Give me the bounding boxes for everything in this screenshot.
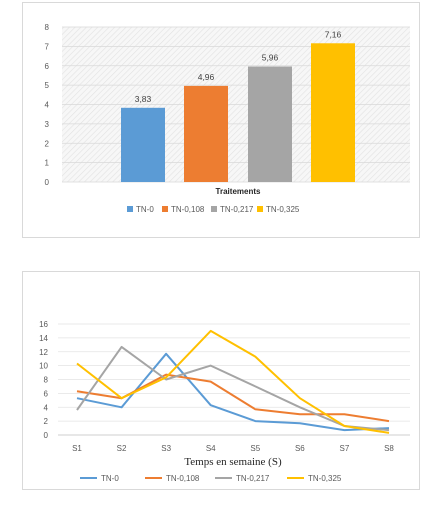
legend-swatch: [162, 206, 168, 212]
data-label: 4,96: [198, 72, 215, 82]
y-tick-label: 16: [39, 320, 48, 329]
y-tick-label: 2: [45, 139, 50, 148]
bar-chart: 0 1 2 3 4 5 6 7 8 3,83 4,96 5,96 7,16 Traitements TN-0…: [45, 23, 410, 214]
bar: [311, 43, 355, 183]
y-tick-label: 14: [39, 334, 48, 343]
x-tick-label: S3: [161, 444, 171, 453]
y-tick-label: 8: [45, 23, 50, 32]
series-line: [76, 345, 390, 432]
x-axis-title: Temps en semaine (S): [184, 456, 282, 468]
y-tick-label: 1: [45, 159, 50, 168]
line-chart-panel: [22, 271, 420, 490]
x-tick-label: S7: [340, 444, 350, 453]
legend-label: TN-0,217: [236, 474, 270, 483]
legend-swatch: [257, 206, 263, 212]
data-label: 7,16: [325, 29, 342, 39]
y-tick-label: 4: [44, 403, 49, 412]
legend-label: TN-0,217: [220, 205, 254, 214]
y-tick-label: 12: [39, 348, 48, 357]
y-tick-label: 6: [45, 62, 50, 71]
x-tick-label: S8: [384, 444, 394, 453]
y-tick-label: 5: [45, 81, 50, 90]
y-tick-label: 10: [39, 362, 48, 371]
y-tick-label: 6: [44, 389, 49, 398]
data-label: 3,83: [135, 94, 152, 104]
y-tick-label: 7: [45, 42, 50, 51]
x-axis-title: Traitements: [216, 187, 261, 196]
series-line: [76, 329, 390, 434]
x-tick-label: S4: [206, 444, 216, 453]
line-chart: 0 2 4 6 8 10 12 14 16 S1 S2 S3 S4 S5 S6 S7 S8 Temps en se…: [39, 320, 410, 483]
data-label: 5,96: [262, 53, 279, 63]
y-tick-label: 2: [44, 417, 49, 426]
bar: [121, 107, 165, 182]
bar: [248, 66, 292, 182]
y-tick-label: 4: [45, 101, 50, 110]
x-tick-label: S1: [72, 444, 82, 453]
legend-label: TN-0,325: [266, 205, 300, 214]
legend-label: TN-0,108: [171, 205, 205, 214]
y-tick-label: 3: [45, 120, 50, 129]
y-tick-label: 8: [44, 376, 49, 385]
legend-label: TN-0: [136, 205, 154, 214]
x-tick-label: S5: [250, 444, 260, 453]
legend-label: TN-0: [101, 474, 119, 483]
legend-label: TN-0,325: [308, 474, 342, 483]
series-line: [76, 352, 390, 432]
legend-label: TN-0,108: [166, 474, 200, 483]
bar: [184, 85, 228, 182]
y-tick-label: 0: [45, 178, 50, 187]
legend-swatch: [211, 206, 217, 212]
y-tick-label: 0: [44, 431, 49, 440]
x-tick-label: S2: [117, 444, 127, 453]
legend-swatch: [127, 206, 133, 212]
x-tick-label: S6: [295, 444, 305, 453]
